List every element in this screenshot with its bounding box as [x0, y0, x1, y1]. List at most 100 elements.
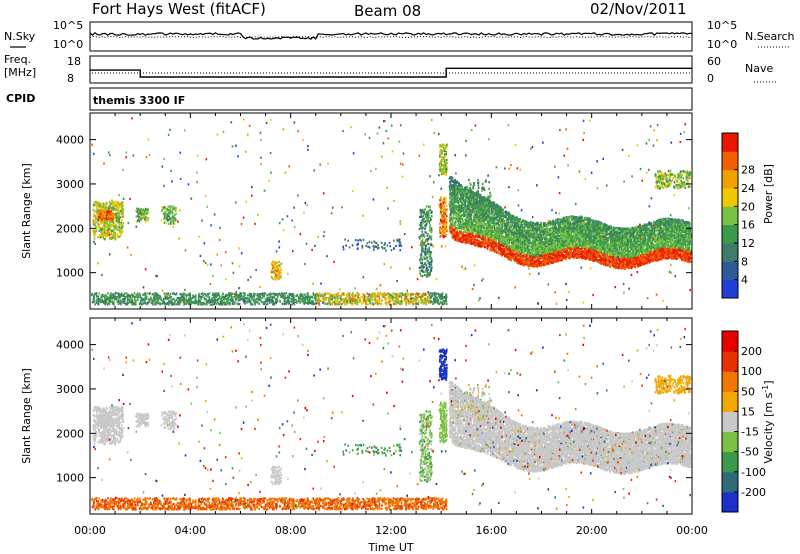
power-cell: [446, 143, 448, 146]
power-cell: [219, 302, 222, 305]
power-cell: [438, 303, 441, 306]
power-cell: [393, 303, 396, 306]
power-cell: [274, 301, 276, 304]
power-cell: [428, 260, 430, 263]
power-cell: [122, 222, 125, 225]
power-cell: [427, 259, 429, 262]
power-cell: [334, 297, 337, 300]
power-cell: [423, 217, 425, 220]
power-cell: [491, 212, 494, 215]
power-cell: [112, 221, 115, 224]
power-cell: [111, 236, 114, 240]
power-cell: [382, 247, 384, 250]
power-cell: [104, 209, 107, 212]
power-cell: [94, 219, 97, 222]
power-cell: [525, 238, 527, 241]
power-cell: [442, 159, 444, 162]
power-cell: [414, 293, 417, 296]
power-cell: [310, 300, 313, 303]
power-cell: [400, 295, 403, 298]
power-cell: [275, 275, 278, 278]
power-cell: [378, 298, 381, 301]
power-cell: [111, 229, 114, 232]
power-cell: [379, 303, 382, 306]
power-cell: [126, 297, 129, 300]
power-cell: [251, 297, 253, 301]
power-cell: [131, 293, 134, 297]
power-cell: [144, 209, 146, 212]
power-cell: [207, 301, 210, 304]
power-cell: [104, 296, 106, 299]
power-cell: [104, 213, 106, 216]
power-cell: [172, 292, 175, 295]
power-cell: [165, 292, 168, 295]
power-cell: [113, 230, 115, 233]
power-cell: [440, 205, 442, 208]
power-cell: [426, 220, 429, 223]
power-cell: [277, 295, 279, 298]
power-cell: [97, 201, 100, 204]
power-cell: [93, 213, 95, 216]
power-cell: [389, 293, 392, 296]
power-cell: [445, 300, 448, 303]
power-cell: [116, 299, 119, 302]
power-cell: [428, 302, 430, 305]
power-cell: [336, 299, 339, 302]
power-cell: [439, 218, 442, 221]
power-cell: [330, 301, 333, 304]
power-cell: [168, 303, 170, 306]
power-cell: [222, 298, 225, 301]
power-cell: [204, 297, 206, 300]
power-cell: [93, 215, 95, 218]
power-cell: [430, 218, 432, 221]
power-cell: [121, 230, 123, 233]
power-cell: [169, 292, 172, 296]
power-cell: [367, 245, 369, 248]
power-cell: [368, 293, 370, 296]
power-cell: [167, 205, 170, 208]
power-cell: [346, 293, 349, 296]
power-cell: [295, 295, 297, 298]
power-cell: [198, 293, 200, 296]
power-cell: [93, 237, 96, 240]
power-cell: [374, 295, 376, 298]
power-cell: [426, 252, 429, 255]
power-cell: [342, 301, 345, 304]
power-cell: [201, 301, 204, 305]
power-cell: [514, 255, 516, 258]
power-cell: [287, 298, 289, 301]
power-cell: [389, 294, 391, 297]
power-cell: [442, 229, 445, 232]
power-cell: [261, 296, 263, 299]
power-cell: [99, 211, 101, 214]
power-cell: [285, 292, 288, 295]
power-cell: [445, 151, 448, 154]
power-cell: [297, 296, 300, 299]
power-cell: [293, 296, 295, 299]
power-cell: [335, 298, 337, 301]
power-cell: [238, 303, 241, 306]
power-cell: [430, 268, 432, 271]
power-cell: [225, 303, 228, 306]
power-cell: [118, 230, 121, 233]
power-cell: [205, 298, 208, 301]
power-cell: [98, 292, 100, 295]
power-cell: [304, 299, 306, 302]
power-cell: [93, 210, 96, 213]
power-cell: [279, 294, 282, 297]
power-cell: [147, 211, 150, 214]
power-cell: [329, 296, 332, 299]
power-cell: [245, 300, 247, 303]
power-cell: [129, 301, 131, 304]
power-cell: [420, 297, 423, 300]
power-cell: [420, 257, 422, 260]
power-cell: [221, 296, 223, 299]
power-cell: [396, 298, 398, 301]
power-cell: [270, 262, 273, 265]
power-cell: [308, 299, 310, 302]
power-cell: [435, 292, 438, 295]
power-cell: [188, 298, 191, 301]
power-cell: [280, 271, 282, 275]
power-cell: [204, 302, 206, 306]
power-cell: [306, 295, 309, 298]
